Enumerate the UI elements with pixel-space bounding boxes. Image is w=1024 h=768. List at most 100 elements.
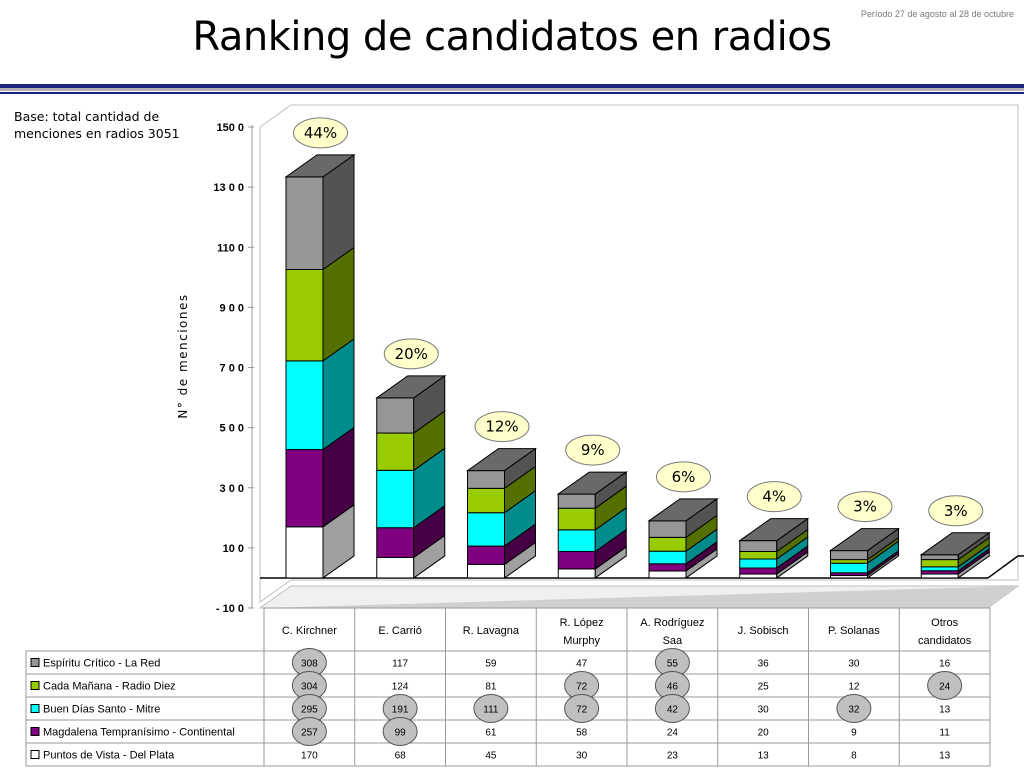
base-note-line2: menciones en radios 3051 bbox=[14, 126, 180, 141]
bar-a-rodriguez-saa: 6% bbox=[647, 461, 719, 579]
table-header-label: candidatos bbox=[918, 635, 972, 647]
table-cell-value: 25 bbox=[758, 682, 770, 693]
bar-segment-espiritu-critico-la-red bbox=[739, 540, 778, 552]
table-cell-value: 68 bbox=[395, 751, 407, 762]
table-header-label: Saa bbox=[663, 635, 683, 647]
percent-label: 3% bbox=[853, 498, 877, 516]
table-header-label: A. Rodríguez bbox=[640, 617, 704, 629]
header-rule-thin bbox=[0, 92, 1024, 94]
y-tick-label: 13 0 0 bbox=[213, 182, 244, 194]
bar-p-solanas: 3% bbox=[828, 491, 901, 579]
y-tick-label: 110 0 bbox=[217, 242, 244, 254]
table-cell-value: 20 bbox=[758, 728, 770, 739]
bar-r-lopez-murphy: 9% bbox=[556, 434, 628, 579]
percent-label: 6% bbox=[672, 468, 696, 486]
chart-walls bbox=[251, 104, 1024, 609]
bar-segment-cada-manana-radio-diez bbox=[739, 550, 778, 560]
percent-label: 12% bbox=[485, 418, 518, 436]
bar-top-face bbox=[465, 448, 538, 472]
bar-segment-cada-manana-radio-diez bbox=[467, 487, 505, 514]
table-cell-value: 13 bbox=[939, 751, 951, 762]
percent-label: 9% bbox=[581, 441, 605, 459]
zero-baseline-depth bbox=[987, 555, 1019, 579]
table-cell-value: 99 bbox=[395, 728, 407, 739]
table-cell-value: 11 bbox=[939, 728, 950, 739]
legend-label: Buen Días Santo - Mitre bbox=[43, 704, 160, 716]
highlight-oval bbox=[473, 694, 509, 723]
bar-segment-puntos-de-vista-del-plata bbox=[739, 573, 778, 579]
bar-segment-espiritu-critico-la-red bbox=[467, 470, 505, 489]
highlight-oval bbox=[564, 694, 600, 723]
table-cell-value: 257 bbox=[301, 728, 318, 739]
data-table: C. Kirchner E. Carrió R. Lavagna R. López Mu… bbox=[25, 586, 1018, 767]
table-cell-value: 13 bbox=[939, 705, 951, 716]
table-cell-value: 47 bbox=[576, 659, 588, 670]
bar-segment-buen-dias-santo-mitre bbox=[920, 566, 959, 572]
table-cell-value: 304 bbox=[301, 682, 318, 693]
table-row: Puntos de Vista - Del Plata 170 68 45 30 23 13… bbox=[30, 750, 951, 762]
legend-swatch bbox=[30, 727, 40, 736]
bar-segment-buen-dias-santo-mitre bbox=[376, 469, 415, 529]
table-cell-value: 24 bbox=[667, 728, 679, 739]
table-cell-value: 36 bbox=[758, 659, 770, 670]
y-tick-label: 9 0 0 bbox=[220, 302, 244, 314]
table-cell-value: 30 bbox=[576, 751, 588, 762]
header-rule-grey bbox=[0, 88, 1024, 91]
bar-segment-puntos-de-vista-del-plata bbox=[467, 563, 505, 579]
percent-bubble bbox=[928, 495, 984, 527]
table-row: Cada Mañana - Radio Diez 304 124 81 72 46 25 12… bbox=[30, 671, 963, 700]
table-header-label: E. Carrió bbox=[378, 625, 421, 637]
y-tick-label: 150 0 bbox=[216, 122, 244, 134]
bar-top-face bbox=[738, 518, 810, 542]
table-cell-value: 81 bbox=[485, 682, 497, 693]
legend-swatch bbox=[30, 681, 40, 690]
bar-segment-cada-manana-radio-diez bbox=[376, 432, 415, 471]
bar-segment-cada-manana-radio-diez bbox=[830, 559, 868, 564]
bar-segment-magdalena-tempranisimo-continental bbox=[648, 563, 687, 572]
legend-label: Cada Mañana - Radio Diez bbox=[43, 681, 176, 693]
y-axis-label: N° de menciones bbox=[176, 293, 190, 418]
bar-segment-cada-manana-radio-diez bbox=[285, 268, 324, 362]
bar-segment-magdalena-tempranisimo-continental bbox=[557, 550, 596, 570]
bar-segment-magdalena-tempranisimo-continental bbox=[376, 527, 415, 558]
highlight-oval bbox=[382, 717, 418, 746]
table-header-label: P. Solanas bbox=[828, 625, 880, 637]
bar-segment-espiritu-critico-la-red bbox=[557, 493, 596, 509]
table-cell-value: 308 bbox=[301, 659, 318, 670]
table-cell-value: 170 bbox=[301, 751, 318, 762]
legend-swatch bbox=[30, 750, 40, 759]
table-cell-value: 72 bbox=[576, 682, 588, 693]
base-note-line1: Base: total cantidad de bbox=[14, 109, 160, 124]
table-cell-value: 32 bbox=[848, 705, 860, 716]
bar-segment-magdalena-tempranisimo-continental bbox=[467, 545, 505, 565]
table-cell-value: 23 bbox=[667, 751, 679, 762]
table-cell-value: 117 bbox=[392, 659, 408, 670]
legend-label: Magdalena Tempranísimo - Continental bbox=[43, 727, 235, 739]
highlight-oval bbox=[836, 694, 872, 723]
table-cell-value: 295 bbox=[301, 705, 318, 716]
header-rule-thick bbox=[0, 84, 1024, 88]
percent-bubble bbox=[474, 411, 530, 443]
percent-bubble bbox=[837, 491, 893, 523]
table-header-label: Murphy bbox=[563, 635, 600, 647]
bar-top-face bbox=[556, 471, 628, 495]
bar-top-face bbox=[375, 375, 447, 399]
bar-segment-magdalena-tempranisimo-continental bbox=[739, 567, 778, 575]
percent-bubble bbox=[746, 481, 802, 513]
highlight-oval bbox=[654, 694, 690, 723]
percent-label: 4% bbox=[762, 488, 786, 506]
highlight-oval bbox=[291, 717, 327, 746]
table-cell-value: 55 bbox=[667, 659, 679, 670]
highlight-oval bbox=[927, 671, 963, 700]
table-header-label: R. López bbox=[560, 617, 604, 629]
y-tick-label: 7 0 0 bbox=[220, 363, 244, 375]
table-cell-value: 30 bbox=[848, 659, 860, 670]
bar-segment-buen-dias-santo-mitre bbox=[739, 558, 778, 569]
bar-segment-espiritu-critico-la-red bbox=[376, 397, 415, 434]
bar-segment-puntos-de-vista-del-plata bbox=[920, 573, 959, 579]
bar-segment-cada-manana-radio-diez bbox=[557, 507, 596, 531]
bar-c-kirchner: 44% bbox=[284, 117, 356, 579]
table-cell-value: 24 bbox=[939, 682, 951, 693]
bar-segment-espiritu-critico-la-red bbox=[648, 520, 687, 538]
